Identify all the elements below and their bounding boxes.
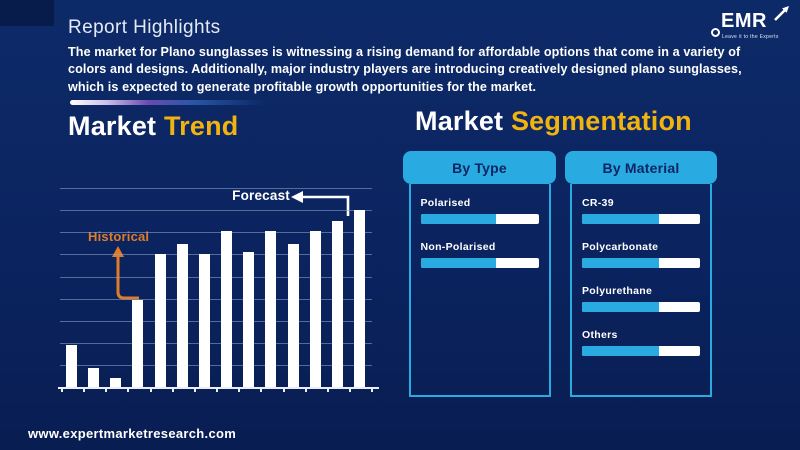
x-axis-tick [171, 387, 174, 392]
trend-bar [110, 378, 122, 387]
segment-progress-fill [582, 214, 659, 224]
x-axis-tick [282, 387, 285, 392]
trend-bar [331, 220, 343, 387]
segment-item: Polycarbonate [582, 241, 700, 268]
segment-item: Non-Polarised [420, 241, 539, 268]
segment-item: Polyurethane [582, 285, 700, 312]
trend-bar [176, 243, 188, 387]
gridline [60, 298, 372, 300]
emr-logo-text: EMR [721, 10, 767, 32]
page-title: Report Highlights [68, 17, 221, 38]
by-type-body: Polarised Non-Polarised [408, 184, 551, 397]
gridline [60, 188, 372, 189]
segment-label: CR-39 [582, 197, 614, 209]
by-material-panel: By Material CR-39 Polycarbonate Polyuretha… [565, 151, 717, 397]
gridline [60, 232, 372, 234]
market-trend-title-white: Market [68, 111, 157, 141]
x-axis-tick [238, 387, 241, 392]
trend-bar [265, 231, 277, 387]
by-type-panel: By Type Polarised Non-Polarised [403, 151, 556, 397]
emr-logo: EMR Leave it to the Experts [710, 6, 794, 43]
corner-decoration-block [0, 0, 54, 26]
report-highlights-paragraph: The market for Plano sunglasses is witne… [68, 45, 742, 94]
x-axis-tick [127, 387, 130, 392]
trend-bar [243, 252, 255, 387]
trend-bar [66, 344, 77, 387]
segment-label: Others [582, 329, 618, 341]
segment-label: Polycarbonate [582, 241, 659, 253]
trend-bar [221, 231, 233, 387]
x-axis-line [58, 387, 380, 389]
trend-bar [353, 210, 365, 387]
segment-progress-bar [420, 214, 539, 224]
segment-progress-bar [582, 214, 700, 224]
market-segmentation-title: Market Segmentation [415, 106, 692, 137]
segment-label: Non-Polarised [420, 241, 496, 253]
x-axis-tick [105, 387, 108, 392]
x-axis-tick [260, 387, 263, 392]
market-segmentation-title-white: Market [415, 106, 504, 136]
x-axis-tick [216, 387, 219, 392]
annotation-arrows [112, 191, 350, 300]
market-trend-title-gold: Trend [163, 111, 239, 141]
x-axis-tick [149, 387, 152, 392]
x-axis-tick [348, 387, 351, 392]
trend-bar [88, 367, 100, 387]
by-type-header: By Type [403, 151, 556, 184]
segment-progress-bar [582, 302, 700, 312]
market-trend-title: Market Trend [68, 111, 238, 142]
market-segmentation-title-gold: Segmentation [510, 106, 692, 136]
trend-bar [198, 254, 210, 387]
segment-item: Polarised [420, 197, 539, 224]
x-axis-tick [304, 387, 307, 392]
gridline [60, 342, 372, 344]
forecast-label: Forecast [232, 188, 290, 203]
segment-progress-bar [420, 258, 539, 268]
by-material-header: By Material [565, 151, 717, 184]
trend-bar [309, 231, 321, 387]
trend-bar [132, 300, 144, 387]
gradient-divider [70, 100, 275, 105]
segment-progress-fill [420, 258, 497, 268]
segment-label: Polyurethane [582, 285, 653, 297]
x-axis-tick [61, 387, 63, 392]
segment-progress-bar [582, 346, 700, 356]
gridline [60, 254, 372, 256]
magnifier-ring-icon [711, 28, 720, 37]
trend-chart: Historical Forecast [58, 185, 380, 392]
gridline [60, 365, 372, 366]
x-axis-tick [193, 387, 196, 392]
growth-arrow-icon [774, 6, 789, 21]
gridline [60, 276, 372, 278]
segment-progress-fill [582, 258, 659, 268]
segment-item: Others [582, 329, 700, 356]
segment-progress-fill [420, 214, 497, 224]
trend-bar [154, 254, 166, 387]
emr-logo-tagline: Leave it to the Experts [722, 34, 779, 40]
gridline [60, 320, 372, 322]
historical-label: Historical [88, 229, 150, 244]
gridline [60, 210, 372, 212]
x-axis-tick [371, 387, 374, 392]
trend-bar [287, 243, 299, 387]
segment-progress-fill [582, 346, 659, 356]
by-material-body: CR-39 Polycarbonate Polyurethane Others [570, 184, 712, 397]
segment-progress-fill [582, 302, 659, 312]
x-axis-tick [326, 387, 329, 392]
segment-item: CR-39 [582, 197, 700, 224]
segment-progress-bar [582, 258, 700, 268]
segment-label: Polarised [420, 197, 471, 209]
x-axis-tick [83, 387, 86, 392]
website-url: www.expertmarketresearch.com [28, 426, 237, 441]
